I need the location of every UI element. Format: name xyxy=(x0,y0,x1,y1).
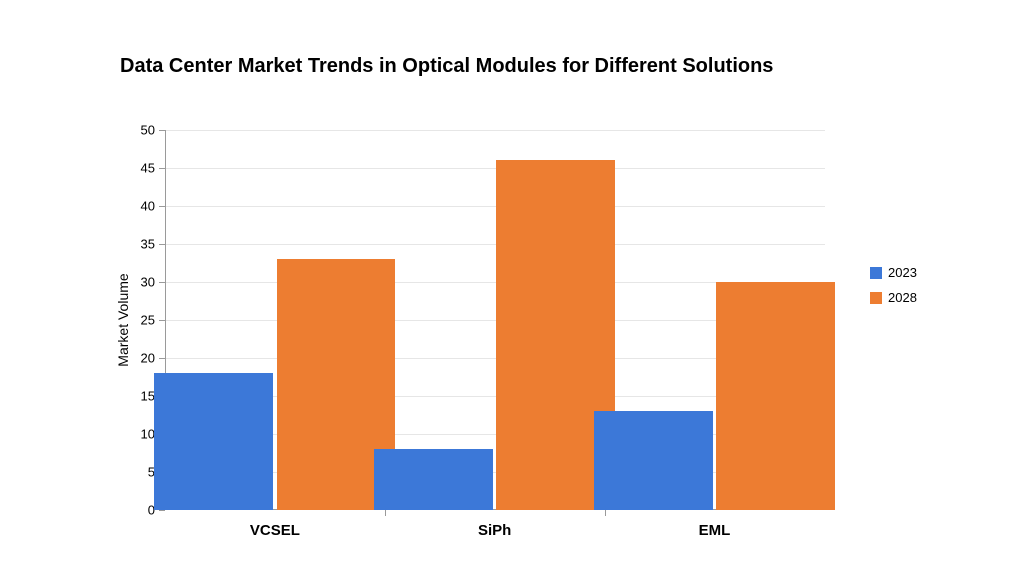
bar xyxy=(716,282,835,510)
y-axis-label: Market Volume xyxy=(115,273,131,366)
chart-title: Data Center Market Trends in Optical Mod… xyxy=(120,55,773,78)
y-tick-label: 40 xyxy=(141,199,165,214)
y-tick-label: 25 xyxy=(141,313,165,328)
legend-swatch xyxy=(870,292,882,304)
legend-item: 2023 xyxy=(870,265,917,280)
grid-line xyxy=(165,168,825,169)
legend: 2023 2028 xyxy=(870,265,917,315)
y-tick-label: 45 xyxy=(141,161,165,176)
bar xyxy=(594,411,713,510)
category-label: VCSEL xyxy=(250,510,300,539)
x-tick xyxy=(605,510,606,516)
category-label: EML xyxy=(699,510,731,539)
category-label: SiPh xyxy=(478,510,511,539)
page: Data Center Market Trends in Optical Mod… xyxy=(0,0,1024,576)
y-tick-label: 30 xyxy=(141,275,165,290)
legend-label: 2023 xyxy=(888,265,917,280)
y-tick-label: 50 xyxy=(141,123,165,138)
plot-area: 05101520253035404550VCSELSiPhEML xyxy=(165,130,825,510)
grid-line xyxy=(165,130,825,131)
grid-line xyxy=(165,206,825,207)
y-tick-label: 20 xyxy=(141,351,165,366)
grid-line xyxy=(165,244,825,245)
legend-label: 2028 xyxy=(888,290,917,305)
x-tick xyxy=(385,510,386,516)
legend-swatch xyxy=(870,267,882,279)
y-tick-label: 35 xyxy=(141,237,165,252)
legend-item: 2028 xyxy=(870,290,917,305)
bar xyxy=(374,449,493,510)
bar xyxy=(154,373,273,510)
